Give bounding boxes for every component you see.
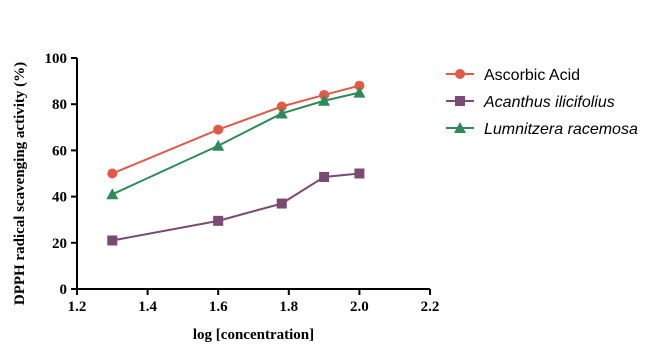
x-axis-title: log [concentration] xyxy=(193,327,314,343)
legend-label: Lumnitzera racemosa xyxy=(484,121,638,138)
series-1 xyxy=(107,168,365,246)
y-axis-title: DPPH radical scavenging activity (%) xyxy=(12,62,28,305)
x-tick-label: 1.8 xyxy=(279,299,298,315)
legend-item: Ascorbic Acid xyxy=(446,67,580,84)
data-point xyxy=(107,235,118,246)
y-tick-label: 20 xyxy=(52,236,67,252)
axes xyxy=(76,58,430,290)
x-tick-label: 1.2 xyxy=(68,299,87,315)
ticks: 0 20 40 60 80 100 1.2 1.4 1.6 1.8 2.0 2.2 xyxy=(45,51,440,315)
legend-item: Acanthus ilicifolius xyxy=(446,94,615,111)
data-point xyxy=(213,124,224,135)
data-point xyxy=(354,168,365,179)
data-point xyxy=(275,107,288,119)
legend-item: Lumnitzera racemosa xyxy=(446,121,638,138)
x-tick-label: 2.0 xyxy=(350,299,369,315)
series-0 xyxy=(107,80,365,179)
legend-swatch-marker xyxy=(454,122,466,133)
legend-label: Ascorbic Acid xyxy=(484,67,580,84)
data-point xyxy=(353,86,366,98)
x-tick-label: 2.2 xyxy=(421,299,440,315)
legend-swatch-marker xyxy=(455,69,465,79)
data-point xyxy=(276,101,287,112)
series-group xyxy=(106,80,366,246)
data-point xyxy=(212,139,225,151)
data-point xyxy=(318,94,331,106)
x-tick-label: 1.6 xyxy=(209,299,228,315)
series-2 xyxy=(106,86,366,200)
y-tick-label: 80 xyxy=(52,97,67,113)
data-point xyxy=(276,198,287,209)
data-point xyxy=(107,168,118,179)
y-tick-label: 0 xyxy=(60,282,68,298)
data-point xyxy=(319,171,330,182)
data-point xyxy=(106,188,119,200)
y-tick-label: 100 xyxy=(45,51,68,67)
legend-swatch-marker xyxy=(455,96,465,106)
y-tick-label: 60 xyxy=(52,143,67,159)
data-point xyxy=(213,215,224,226)
series-line xyxy=(112,172,360,242)
x-tick-label: 1.4 xyxy=(138,299,157,315)
legend-label: Acanthus ilicifolius xyxy=(483,94,615,111)
legend: Ascorbic Acid Acanthus ilicifolius Lumnitz… xyxy=(446,67,638,138)
y-tick-label: 40 xyxy=(52,190,67,206)
data-point xyxy=(354,80,365,91)
